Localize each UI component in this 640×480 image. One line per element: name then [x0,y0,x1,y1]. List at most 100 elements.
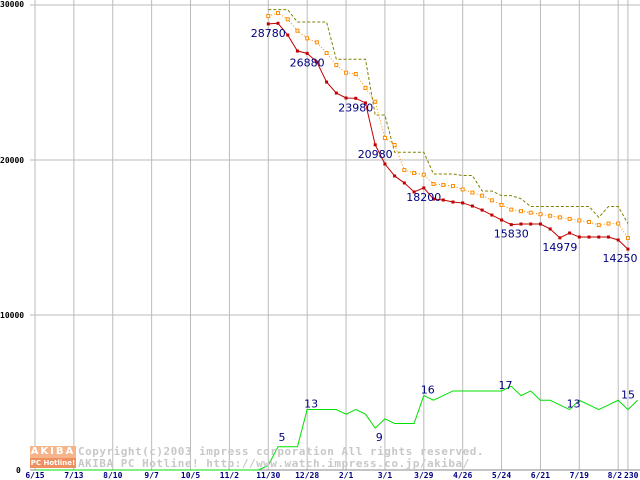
avg-price-point [382,135,387,140]
avg-price-point [392,142,397,147]
price-label: 20980 [358,148,393,161]
count-label: 15 [621,388,635,401]
min-price-point [529,222,533,226]
price-label: 18200 [406,191,441,204]
avg-price-point [334,62,339,67]
avg-price-point [470,190,475,195]
avg-price-point [528,210,533,215]
avg-price-point [344,70,349,75]
site-line: AKIBA PC Hotline! http://www.watch.impre… [78,457,470,470]
x-tick-label: 5/24 [492,471,511,480]
price-label: 28780 [251,27,286,40]
min-price-point [568,231,572,235]
count-label: 17 [499,379,513,392]
series-line-min-price [268,22,629,250]
x-tick-label: 8/2 [608,471,623,480]
x-tick-label: 6/15 [25,471,44,480]
min-price-point [606,235,610,239]
avg-price-point [353,71,358,76]
count-label: 16 [421,384,435,397]
price-label: 14979 [542,241,577,254]
x-tick-label: 7/19 [570,471,589,480]
x-tick-label: 2/1 [339,471,354,480]
avg-price-point [314,40,319,45]
avg-price-point [567,216,572,221]
avg-price-point [460,187,465,192]
avg-price-point [509,207,514,212]
x-tick-label: 4/26 [453,471,472,480]
avg-price-point [266,14,271,19]
min-price-point [373,143,377,147]
min-price-point [344,96,348,100]
min-price-point [412,190,416,194]
x-tick-label: 7/13 [64,471,83,480]
avg-price-point [363,85,368,90]
avg-price-point [499,202,504,207]
copyright-line: Copyright(c)2003 impress corporation All… [78,445,484,458]
x-tick-label: 11/30 [256,471,280,480]
min-price-point [354,96,358,100]
min-price-point [538,222,542,226]
avg-price-point [519,209,523,214]
min-price-point [461,201,465,205]
series-line-max-price [268,9,629,224]
count-label: 5 [279,431,286,444]
min-price-point [393,174,397,178]
avg-price-point [450,184,455,189]
avg-price-point [402,168,407,173]
min-price-point [334,91,338,95]
avg-price-point [538,212,543,217]
min-price-point [519,222,523,226]
logo-bottom: PC Hotline! [30,458,76,468]
avg-price-point [305,36,310,41]
min-price-point [500,218,504,222]
avg-price-point [431,182,436,187]
y-tick-label: 0 [16,466,21,475]
avg-price-point [557,215,562,220]
x-tick-label: 6/21 [531,471,550,480]
x-tick-label: 10/5 [181,471,200,480]
min-price-point [441,198,445,202]
avg-price-point [577,218,582,223]
min-price-point [577,235,581,239]
avg-price-point [606,221,611,226]
count-label: 13 [304,398,318,411]
avg-price-point [373,99,378,104]
min-price-point [626,247,630,251]
y-tick-label: 10000 [0,311,24,320]
min-price-point [470,204,474,208]
min-price-point [266,22,270,26]
logo-top: AKIBA [30,446,76,457]
akiba-logo: AKIBA PC Hotline! [30,446,76,468]
min-price-point [558,236,562,240]
min-price-point [548,227,552,231]
min-price-point [402,181,406,185]
min-price-point [286,33,290,37]
min-price-point [490,213,494,217]
avg-price-point [596,223,601,228]
avg-price-point [441,182,446,187]
avg-price-point [489,198,494,203]
x-tick-label: 3/29 [414,471,433,480]
min-price-point [422,186,426,190]
avg-price-point [616,221,621,226]
count-label: 13 [567,398,581,411]
min-price-point [597,235,601,239]
min-price-point [295,49,299,53]
price-label: 15830 [494,228,529,241]
avg-price-point [276,11,280,16]
avg-price-point [480,193,485,198]
x-tick-label: 230 [624,471,639,480]
series-line-shop-count [35,385,638,471]
x-tick-label: 3/1 [378,471,393,480]
y-tick-label: 30000 [0,0,24,9]
avg-price-point [587,220,592,224]
min-price-point [432,197,436,201]
avg-price-point [324,51,329,56]
avg-price-point [548,213,553,218]
avg-price-point [285,17,290,22]
avg-price-point [625,235,630,240]
avg-price-point [421,172,426,177]
